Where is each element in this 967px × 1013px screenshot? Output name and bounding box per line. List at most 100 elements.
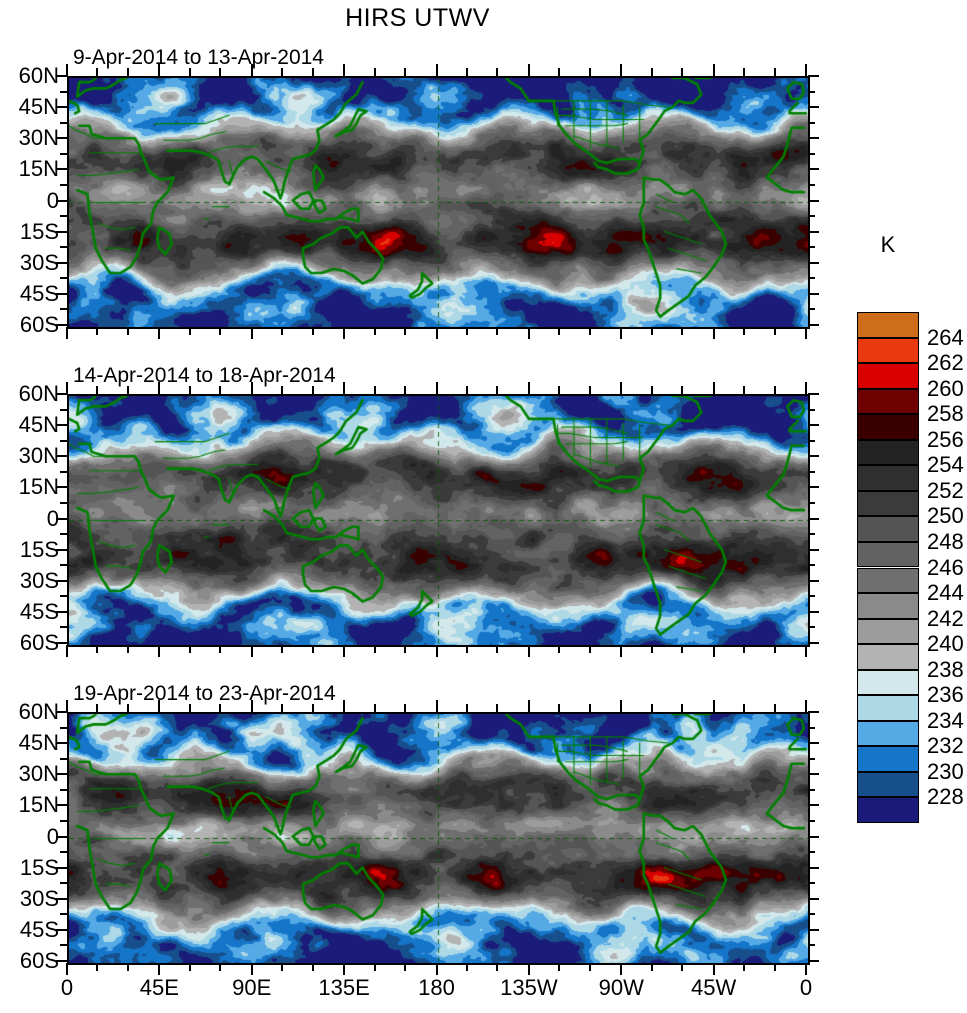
y-axis-tick — [56, 711, 67, 713]
colorbar[interactable]: 264 262 260 258 256 254 252 250 248 246 244 242 240 2… — [857, 312, 964, 823]
x-axis-minor-tick — [219, 68, 222, 76]
x-axis-minor-tick — [219, 963, 222, 971]
x-axis-tick — [66, 645, 68, 657]
x-axis-minor-tick — [496, 645, 499, 653]
y-axis-label: 15S — [19, 854, 59, 880]
x-axis-label: 135W — [500, 975, 558, 1000]
x-axis-minor-tick — [558, 963, 561, 971]
y-axis-tick — [56, 230, 67, 233]
x-axis-minor-tick — [558, 645, 561, 653]
y-axis-minor-tick — [808, 595, 815, 598]
x-axis-minor-tick — [465, 963, 468, 971]
y-axis-minor-tick — [60, 533, 67, 536]
map-render-1 — [69, 78, 808, 327]
y-axis-tick — [56, 199, 67, 202]
map-frame-1[interactable] — [67, 76, 810, 329]
x-axis-minor-tick — [743, 68, 746, 76]
y-axis-minor-tick — [808, 626, 815, 629]
y-axis-tick — [808, 292, 819, 295]
y-axis-tick — [56, 393, 67, 395]
y-axis-tick — [808, 137, 819, 140]
x-axis-minor-tick — [496, 327, 499, 335]
colorbar-band — [857, 797, 919, 823]
colorbar-tick-label: 258 — [927, 401, 964, 427]
x-axis-minor-tick — [281, 645, 284, 653]
y-axis-tick — [56, 928, 67, 931]
y-axis-minor-tick — [60, 121, 67, 124]
y-axis-label: 45N — [18, 412, 59, 438]
x-axis-tick — [527, 645, 530, 657]
y-axis-tick — [56, 642, 67, 644]
colorbar-tick-label: 264 — [927, 324, 964, 350]
x-axis-tick — [66, 700, 68, 712]
x-axis-minor-tick — [126, 68, 129, 76]
colorbar-units-label: K — [880, 232, 896, 257]
y-axis-minor-tick — [808, 183, 815, 186]
x-axis-label: 180 — [418, 975, 455, 1000]
x-axis-minor-tick — [96, 645, 99, 653]
x-axis-minor-tick — [743, 645, 746, 653]
y-axis-minor-tick — [60, 882, 67, 885]
y-axis-tick — [808, 261, 819, 264]
x-axis-minor-tick — [681, 386, 684, 394]
y-axis-minor-tick — [60, 470, 67, 473]
x-axis-tick — [805, 327, 807, 339]
x-axis-minor-tick — [404, 704, 407, 712]
colorbar-band — [857, 669, 919, 696]
y-axis-minor-tick — [60, 788, 67, 791]
y-axis-tick — [808, 199, 819, 202]
x-axis-minor-tick — [743, 704, 746, 712]
y-axis-minor-tick — [808, 408, 815, 411]
y-axis-label: 15N — [18, 156, 59, 182]
y-axis-minor-tick — [60, 408, 67, 411]
x-axis-minor-tick — [681, 963, 684, 971]
page-title: HIRS UTWV — [345, 4, 490, 32]
x-axis-minor-tick — [743, 327, 746, 335]
x-axis-minor-tick — [465, 704, 468, 712]
y-axis-minor-tick — [808, 501, 815, 504]
y-axis-tick — [56, 804, 67, 807]
x-axis-tick — [435, 963, 438, 975]
x-axis-tick — [620, 645, 623, 657]
y-axis-label: 30N — [18, 761, 59, 787]
colorbar-band — [857, 567, 919, 594]
y-axis-label: 45S — [19, 598, 59, 624]
x-axis-minor-tick — [281, 704, 284, 712]
x-axis-tick — [435, 64, 438, 76]
x-axis-minor-tick — [650, 386, 653, 394]
x-axis-minor-tick — [219, 704, 222, 712]
y-axis-label: 60N — [18, 381, 59, 406]
x-axis-tick — [712, 327, 715, 339]
y-axis-minor-tick — [60, 944, 67, 947]
x-axis-tick — [805, 963, 807, 975]
x-axis-minor-tick — [126, 963, 129, 971]
map-render-2 — [69, 396, 808, 645]
x-axis-tick — [158, 963, 161, 975]
x-axis-minor-tick — [773, 386, 776, 394]
y-axis-tick — [56, 835, 67, 838]
x-axis-tick — [343, 382, 346, 394]
y-axis-tick — [56, 773, 67, 776]
x-axis-minor-tick — [281, 68, 284, 76]
map-frame-2[interactable] — [67, 394, 810, 647]
x-axis-minor-tick — [743, 386, 746, 394]
x-axis-minor-tick — [311, 68, 314, 76]
y-axis-tick — [808, 548, 819, 551]
x-axis-minor-tick — [311, 704, 314, 712]
x-axis-minor-tick — [188, 68, 191, 76]
colorbar-tick-label: 238 — [927, 656, 964, 682]
x-axis-minor-tick — [188, 704, 191, 712]
colorbar-band — [857, 490, 919, 517]
y-axis-tick — [808, 804, 819, 807]
x-axis-tick — [620, 327, 623, 339]
map-frame-3[interactable] — [67, 712, 810, 965]
y-axis-tick — [808, 455, 819, 458]
y-axis-tick — [808, 773, 819, 776]
y-axis-label: 15N — [18, 474, 59, 500]
y-axis-tick — [808, 230, 819, 233]
y-axis-tick — [808, 642, 819, 644]
x-axis-minor-tick — [465, 68, 468, 76]
y-axis-minor-tick — [60, 819, 67, 822]
y-axis-label: 30N — [18, 125, 59, 151]
colorbar-tick-label: 254 — [927, 452, 964, 478]
